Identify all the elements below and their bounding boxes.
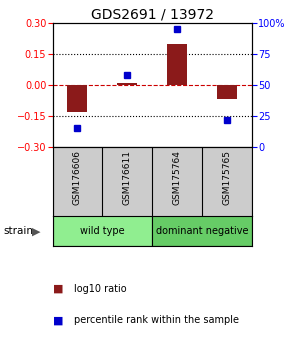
Text: GSM175765: GSM175765 — [223, 150, 232, 205]
Bar — [217, 85, 237, 99]
Bar — [167, 44, 187, 85]
Text: dominant negative: dominant negative — [156, 226, 248, 236]
Title: GDS2691 / 13972: GDS2691 / 13972 — [91, 8, 214, 22]
Text: GSM176611: GSM176611 — [123, 150, 132, 205]
Text: GSM175764: GSM175764 — [173, 150, 182, 205]
Text: log10 ratio: log10 ratio — [74, 284, 126, 293]
Bar — [68, 85, 87, 112]
Text: ■: ■ — [52, 284, 63, 293]
Text: percentile rank within the sample: percentile rank within the sample — [74, 315, 238, 325]
Text: wild type: wild type — [80, 226, 125, 236]
Bar — [117, 83, 137, 85]
Bar — [152, 216, 252, 246]
Text: ▶: ▶ — [32, 226, 40, 236]
Text: GSM176606: GSM176606 — [73, 150, 82, 205]
Text: ■: ■ — [52, 315, 63, 325]
Bar — [52, 216, 152, 246]
Text: strain: strain — [3, 226, 33, 236]
